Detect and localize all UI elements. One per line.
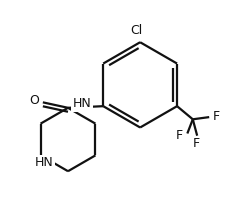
Text: F: F — [192, 138, 199, 150]
Text: HN: HN — [34, 156, 53, 169]
Text: F: F — [175, 129, 182, 142]
Text: Cl: Cl — [130, 24, 142, 37]
Text: HN: HN — [73, 97, 91, 110]
Text: F: F — [212, 110, 219, 123]
Text: O: O — [30, 94, 39, 107]
